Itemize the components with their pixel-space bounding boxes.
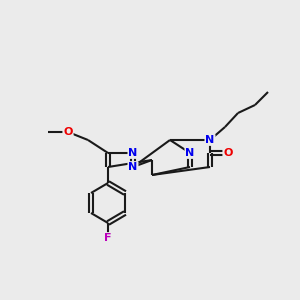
Text: O: O <box>223 148 233 158</box>
Text: O: O <box>63 127 73 137</box>
Text: N: N <box>185 148 195 158</box>
Text: F: F <box>104 233 112 243</box>
Text: N: N <box>128 148 138 158</box>
Text: N: N <box>206 135 214 145</box>
Text: N: N <box>128 162 138 172</box>
